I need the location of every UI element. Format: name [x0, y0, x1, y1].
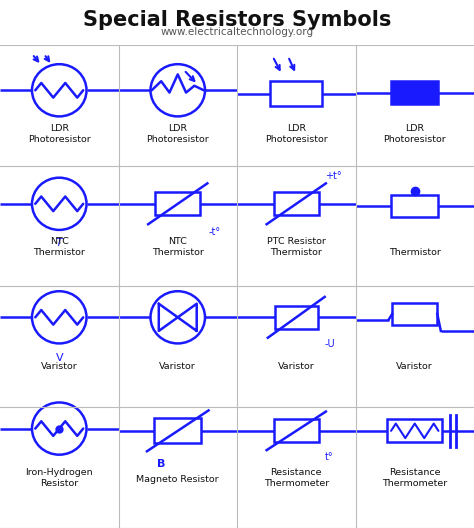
- Text: t°: t°: [325, 452, 333, 463]
- Bar: [391, 195, 438, 218]
- Text: Special Resistors Symbols: Special Resistors Symbols: [83, 10, 391, 30]
- Text: Resistance
Thermometer: Resistance Thermometer: [382, 467, 447, 488]
- Bar: [155, 192, 200, 215]
- Text: LDR
Photoresistor: LDR Photoresistor: [265, 124, 328, 144]
- Text: Iron-Hydrogen
Resistor: Iron-Hydrogen Resistor: [26, 467, 93, 488]
- Text: B: B: [157, 459, 165, 469]
- Text: Varistor: Varistor: [278, 362, 315, 371]
- Text: +t°: +t°: [325, 171, 341, 181]
- Text: www.electricaltechnology.org: www.electricaltechnology.org: [160, 27, 314, 37]
- Text: -t°: -t°: [209, 227, 221, 237]
- Text: Varistor: Varistor: [41, 362, 78, 371]
- Text: Thermistor: Thermistor: [389, 248, 441, 257]
- Bar: [274, 419, 319, 442]
- Bar: [387, 419, 442, 442]
- Text: V: V: [55, 353, 63, 363]
- Text: -U: -U: [325, 339, 335, 349]
- Text: LDR
Photoresistor: LDR Photoresistor: [146, 124, 209, 144]
- Text: LDR
Photoresistor: LDR Photoresistor: [28, 124, 91, 144]
- Text: Resistance
Thermometer: Resistance Thermometer: [264, 467, 329, 488]
- Text: PTC Resistor
Thermistor: PTC Resistor Thermistor: [267, 237, 326, 257]
- Text: T: T: [56, 238, 63, 248]
- Text: Varistor: Varistor: [159, 362, 196, 371]
- Text: Varistor: Varistor: [396, 362, 433, 371]
- Bar: [274, 192, 319, 215]
- Text: NTC
Thermistor: NTC Thermistor: [152, 237, 204, 257]
- Text: Magneto Resistor: Magneto Resistor: [137, 475, 219, 484]
- Bar: [392, 303, 437, 325]
- Bar: [275, 306, 318, 328]
- Text: LDR
Photoresistor: LDR Photoresistor: [383, 124, 446, 144]
- Bar: [154, 418, 201, 444]
- Bar: [270, 81, 322, 106]
- Bar: [391, 81, 438, 104]
- Text: NTC
Thermistor: NTC Thermistor: [33, 237, 85, 257]
